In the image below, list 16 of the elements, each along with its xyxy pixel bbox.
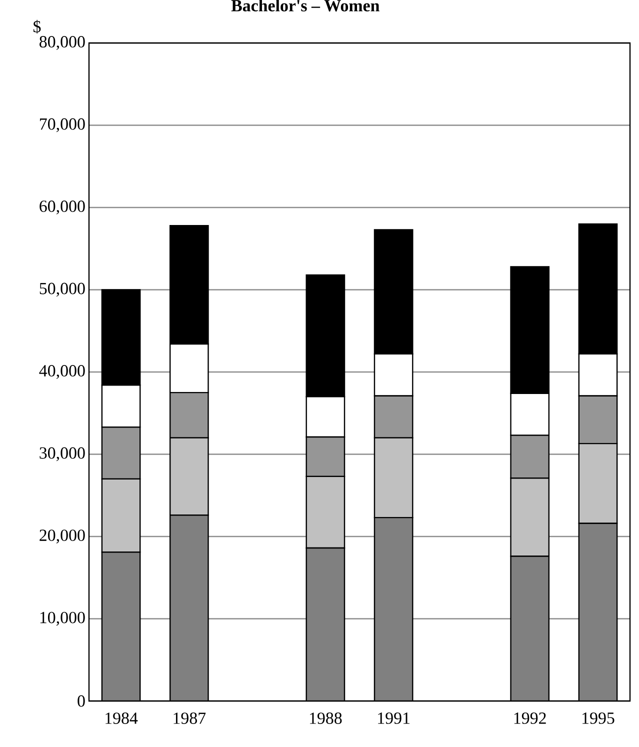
x-tick-label: 1991 xyxy=(378,712,410,724)
y-tick-label: 70,000 xyxy=(40,118,85,132)
y-tick-label: 80,000 xyxy=(40,36,85,50)
x-tick-label: 1988 xyxy=(310,712,342,724)
y-tick-label: 40,000 xyxy=(39,365,85,379)
x-tick-label: 1995 xyxy=(582,712,614,724)
y-tick-label: 20,000 xyxy=(40,530,85,544)
y-tick-label: 30,000 xyxy=(40,447,85,462)
y-tick-label: 10,000 xyxy=(40,612,85,626)
x-tick-label: 1987 xyxy=(174,712,206,724)
y-axis-title: $ xyxy=(34,20,41,34)
x-tick-label: 1984 xyxy=(106,712,138,724)
y-tick-label: 0 xyxy=(78,695,85,707)
y-tick-label: 50,000 xyxy=(40,282,85,297)
x-tick-label: 1992 xyxy=(514,712,546,724)
y-tick-label: 60,000 xyxy=(40,200,85,214)
